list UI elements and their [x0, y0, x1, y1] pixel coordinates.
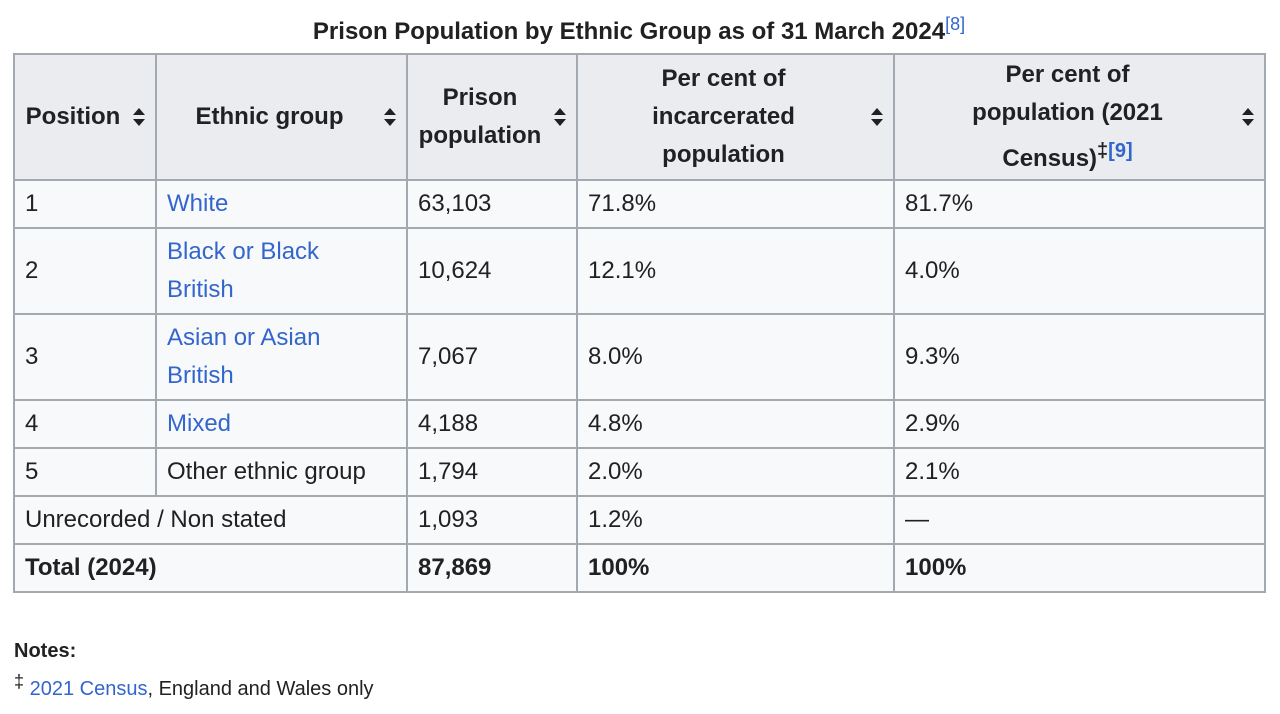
sort-icon[interactable]: [554, 107, 566, 127]
percent-incarcerated-cell: 71.8%: [576, 179, 895, 229]
position-cell: 1: [13, 179, 157, 229]
percent-incarcerated-cell: 8.0%: [576, 313, 895, 401]
percent-population-cell: —: [893, 495, 1266, 545]
column-header-label: Prison: [442, 84, 518, 111]
ethnic-group-cell: Asian or Asian British: [155, 313, 408, 401]
note-item: ‡ 2021 Census, England and Wales only: [14, 671, 374, 704]
sort-icon[interactable]: [384, 107, 396, 127]
total-label-cell: Total (2024): [13, 543, 408, 593]
column-header-label: incarcerated: [652, 103, 795, 130]
notes-section: Notes: ‡ 2021 Census, England and Wales …: [14, 636, 374, 704]
table-row: 1 White 63,103 71.8% 81.7%: [13, 179, 1266, 229]
percent-incarcerated-cell: 100%: [576, 543, 895, 593]
column-header-label: Per cent of: [661, 65, 786, 92]
table-row: 4 Mixed 4,188 4.8% 2.9%: [13, 399, 1266, 449]
prison-population-cell: 7,067: [406, 313, 578, 401]
percent-incarcerated-cell: 4.8%: [576, 399, 895, 449]
link-text-line: British: [167, 276, 234, 303]
position-cell: 3: [13, 313, 157, 401]
prison-population-cell: 4,188: [406, 399, 578, 449]
caption-title: Prison Population by Ethnic Group as of …: [312, 18, 946, 45]
position-cell: 5: [13, 447, 157, 497]
unrecorded-label-cell: Unrecorded / Non stated: [13, 495, 408, 545]
double-dagger-mark: ‡: [1097, 140, 1109, 162]
percent-population-cell: 2.9%: [893, 399, 1266, 449]
table-caption: Prison Population by Ethnic Group as of …: [0, 14, 1278, 50]
column-header-label: population: [662, 141, 785, 168]
prison-population-cell: 1,093: [406, 495, 578, 545]
percent-population-cell: 2.1%: [893, 447, 1266, 497]
census-link[interactable]: 2021 Census: [29, 678, 148, 700]
ethnic-group-link[interactable]: Asian or Asian British: [167, 324, 320, 389]
census-reference-link[interactable]: [9]: [1108, 140, 1133, 162]
column-header-label: Census): [1002, 145, 1098, 172]
percent-population-cell: 100%: [893, 543, 1266, 593]
column-header-percent-population[interactable]: Per cent of population (2021 Census)‡[9]: [893, 53, 1266, 181]
column-header-prison-population[interactable]: Prison population: [406, 53, 578, 181]
table-row: Unrecorded / Non stated 1,093 1.2% —: [13, 495, 1266, 545]
prison-population-cell: 10,624: [406, 227, 578, 315]
caption-reference-link[interactable]: [8]: [945, 14, 966, 34]
header-row: Position Ethnic group Prison population …: [13, 53, 1266, 181]
total-row: Total (2024) 87,869 100% 100%: [13, 543, 1266, 593]
sort-icon[interactable]: [871, 107, 883, 127]
prison-population-cell: 87,869: [406, 543, 578, 593]
column-header-label: Ethnic group: [195, 103, 344, 130]
ethnic-group-cell: Black or Black British: [155, 227, 408, 315]
percent-incarcerated-cell: 1.2%: [576, 495, 895, 545]
percent-incarcerated-cell: 12.1%: [576, 227, 895, 315]
column-header-label: Per cent of: [1005, 61, 1130, 88]
notes-title: Notes:: [14, 640, 77, 662]
position-cell: 2: [13, 227, 157, 315]
percent-incarcerated-cell: 2.0%: [576, 447, 895, 497]
ethnic-group-link[interactable]: Mixed: [167, 410, 232, 437]
table-row: 3 Asian or Asian British 7,067 8.0% 9.3%: [13, 313, 1266, 401]
column-header-percent-incarcerated[interactable]: Per cent of incarcerated population: [576, 53, 895, 181]
ethnic-group-cell: White: [155, 179, 408, 229]
ethnic-group-cell: Mixed: [155, 399, 408, 449]
ethnic-group-link[interactable]: Black or Black British: [167, 238, 319, 303]
column-header-label: Position: [25, 103, 121, 130]
ethnic-group-cell: Other ethnic group: [155, 447, 408, 497]
link-text-line: Black or Black: [167, 238, 320, 265]
percent-population-cell: 4.0%: [893, 227, 1266, 315]
ethnic-group-link[interactable]: White: [167, 190, 229, 217]
percent-population-cell: 9.3%: [893, 313, 1266, 401]
sort-icon[interactable]: [1242, 107, 1254, 127]
table-row: 5 Other ethnic group 1,794 2.0% 2.1%: [13, 447, 1266, 497]
link-text-line: British: [167, 362, 234, 389]
percent-population-cell: 81.7%: [893, 179, 1266, 229]
double-dagger-mark: ‡: [14, 671, 25, 692]
column-header-label: population: [418, 122, 542, 149]
sort-icon[interactable]: [133, 107, 145, 127]
column-header-label: population (2021: [972, 99, 1163, 126]
note-text: , England and Wales only: [147, 678, 374, 700]
column-header-position[interactable]: Position: [13, 53, 157, 181]
column-header-ethnic-group[interactable]: Ethnic group: [155, 53, 408, 181]
prison-population-cell: 1,794: [406, 447, 578, 497]
prison-population-cell: 63,103: [406, 179, 578, 229]
table-row: 2 Black or Black British 10,624 12.1% 4.0…: [13, 227, 1266, 315]
prison-population-table: Position Ethnic group Prison population …: [13, 53, 1266, 593]
position-cell: 4: [13, 399, 157, 449]
link-text-line: Asian or Asian: [167, 324, 321, 351]
